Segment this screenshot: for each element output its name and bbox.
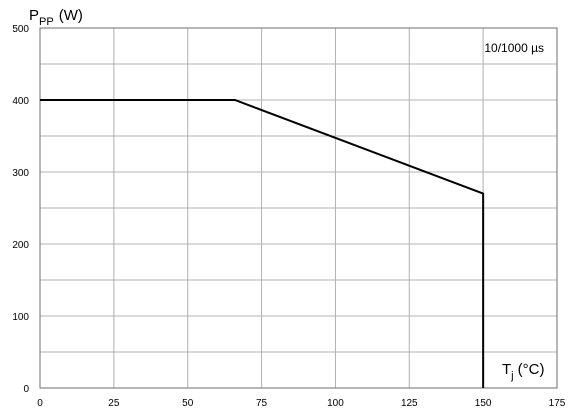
plot-frame <box>39 27 558 389</box>
y-tick-label: 0 <box>23 384 29 395</box>
x-axis-title-main: T <box>502 361 511 378</box>
x-tick-label: 100 <box>327 398 344 409</box>
x-tick-label: 125 <box>401 398 418 409</box>
y-tick-label: 100 <box>12 312 29 323</box>
y-axis-title: PPP (W) <box>29 7 83 28</box>
grid <box>40 28 557 388</box>
y-tick-labels: 0 100 200 300 400 500 <box>12 24 29 395</box>
x-tick-label: 175 <box>549 398 566 409</box>
x-tick-labels: 0 25 50 75 100 125 150 175 <box>37 398 566 409</box>
y-tick-label: 200 <box>12 240 29 251</box>
y-tick-label: 500 <box>12 24 29 35</box>
x-axis-title-unit: (°C) <box>518 361 545 378</box>
waveform-annotation: 10/1000 µs <box>484 41 544 55</box>
y-tick-label: 300 <box>12 168 29 179</box>
y-tick-label: 400 <box>12 96 29 107</box>
x-tick-label: 25 <box>108 398 120 409</box>
y-axis-title-main: P <box>29 7 39 24</box>
x-tick-label: 75 <box>256 398 268 409</box>
y-axis-title-unit: (W) <box>59 7 83 24</box>
series-line <box>40 99 485 388</box>
x-tick-label: 0 <box>37 398 43 409</box>
x-tick-label: 50 <box>182 398 194 409</box>
series-layer <box>40 99 485 388</box>
y-axis-title-sub: PP <box>39 16 54 28</box>
x-axis-title-sub: j <box>510 370 513 382</box>
x-tick-label: 150 <box>475 398 492 409</box>
x-axis-title: Tj (°C) <box>502 361 544 382</box>
